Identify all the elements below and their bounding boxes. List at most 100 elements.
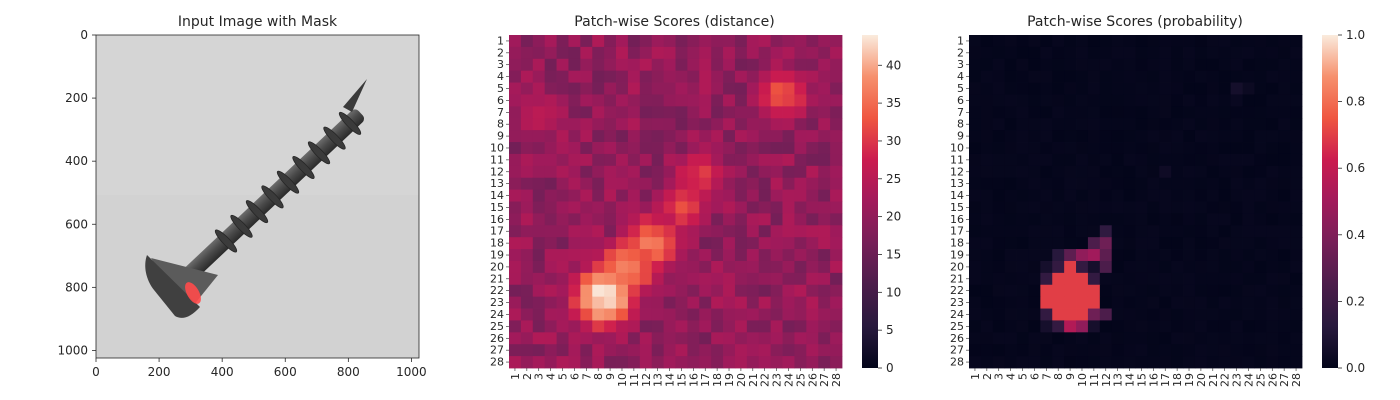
heatmap-cell bbox=[687, 213, 700, 226]
heatmap-cell bbox=[1016, 177, 1029, 191]
heatmap-cell bbox=[592, 260, 605, 274]
heatmap-cell bbox=[592, 118, 605, 131]
heatmap-cell bbox=[1171, 118, 1184, 131]
heatmap-cell bbox=[1076, 177, 1089, 191]
heatmap-cell bbox=[1004, 94, 1017, 107]
heatmap-cell bbox=[580, 177, 593, 191]
x-tick-label: 400 bbox=[211, 365, 234, 379]
heatmap-cell bbox=[1206, 356, 1220, 369]
heatmap-cell bbox=[663, 142, 676, 155]
heatmap-cell bbox=[723, 189, 736, 202]
heatmap-cell bbox=[711, 201, 724, 214]
heatmap-cell bbox=[1004, 284, 1017, 298]
heatmap-cell bbox=[1016, 296, 1029, 309]
x-tick-label: 10 bbox=[616, 373, 629, 387]
heatmap-cell bbox=[1052, 260, 1065, 274]
heatmap-cell bbox=[1242, 237, 1255, 250]
heatmap-cell bbox=[651, 356, 665, 369]
x-tick-label: 6 bbox=[568, 373, 581, 380]
heatmap-cell bbox=[1194, 213, 1208, 226]
heatmap-cell bbox=[627, 82, 641, 95]
heatmap-cell bbox=[1028, 130, 1041, 143]
heatmap-cell bbox=[1111, 35, 1125, 48]
heatmap-cell bbox=[509, 142, 522, 155]
heatmap-cell bbox=[663, 94, 676, 107]
heatmap-cell bbox=[675, 344, 688, 357]
heatmap-cell bbox=[604, 272, 617, 286]
heatmap-cell bbox=[1206, 272, 1220, 286]
heatmap-cell bbox=[1218, 58, 1232, 72]
heatmap-cell bbox=[711, 142, 724, 155]
heatmap-cell bbox=[1111, 320, 1125, 333]
heatmap-cell bbox=[1183, 106, 1196, 119]
y-tick-label: 6 bbox=[957, 94, 964, 107]
heatmap-cell bbox=[1087, 118, 1101, 131]
heatmap-cell bbox=[1099, 237, 1113, 250]
heatmap-cell bbox=[639, 142, 653, 155]
heatmap-cell bbox=[1230, 344, 1243, 357]
heatmap-cell bbox=[758, 82, 772, 95]
heatmap-cell bbox=[1266, 272, 1279, 286]
heatmap-cell bbox=[1183, 332, 1196, 345]
heatmap-cell bbox=[1266, 165, 1279, 179]
heatmap-cell bbox=[806, 332, 819, 345]
heatmap-cell bbox=[1040, 70, 1053, 83]
heatmap-cell bbox=[1147, 249, 1160, 262]
heatmap-cell bbox=[770, 58, 783, 72]
heatmap-cell bbox=[520, 153, 534, 167]
heatmap-cell bbox=[699, 118, 712, 131]
heatmap-cell bbox=[782, 142, 795, 155]
heatmap-cell bbox=[806, 356, 819, 369]
heatmap-cell bbox=[969, 320, 982, 333]
heatmap-cell bbox=[1206, 225, 1220, 238]
heatmap-cell bbox=[592, 35, 605, 48]
heatmap-cell bbox=[806, 260, 819, 274]
heatmap-cell bbox=[992, 35, 1006, 48]
heatmap-cell bbox=[758, 332, 772, 345]
heatmap-cell bbox=[746, 177, 760, 191]
heatmap-cell bbox=[1159, 35, 1172, 48]
heatmap-cell bbox=[1183, 356, 1196, 369]
heatmap-cell bbox=[734, 189, 748, 202]
heatmap-cell bbox=[1135, 284, 1148, 298]
heatmap-cell bbox=[699, 70, 712, 83]
heatmap-cell bbox=[675, 237, 688, 250]
heatmap-cell bbox=[639, 165, 653, 179]
heatmap-cell bbox=[1135, 296, 1148, 309]
heatmap-cell bbox=[604, 130, 617, 143]
heatmap-cell bbox=[699, 82, 712, 95]
heatmap-cell bbox=[592, 165, 605, 179]
x-tick-label: 25 bbox=[1254, 373, 1267, 387]
heatmap-cell bbox=[723, 296, 736, 309]
heatmap-cell bbox=[556, 296, 569, 309]
heatmap-cell bbox=[782, 296, 795, 309]
y-tick-label: 22 bbox=[950, 284, 964, 297]
heatmap-cell bbox=[992, 272, 1006, 286]
heatmap-cell bbox=[1183, 46, 1196, 60]
heatmap-cell bbox=[1064, 94, 1077, 107]
heatmap-cell bbox=[1147, 165, 1160, 179]
heatmap-cell bbox=[992, 46, 1006, 60]
heatmap-cell bbox=[604, 320, 617, 333]
heatmap-cell bbox=[830, 58, 843, 72]
heatmap-cell bbox=[1218, 46, 1232, 60]
heatmap-cell bbox=[580, 94, 593, 107]
heatmap-cell bbox=[1171, 284, 1184, 298]
heatmap-cell bbox=[1183, 272, 1196, 286]
heatmap-cell bbox=[1111, 46, 1125, 60]
x-tick-label: 27 bbox=[818, 373, 831, 387]
heatmap-cell bbox=[1290, 94, 1303, 107]
heatmap-cell bbox=[1111, 118, 1125, 131]
heatmap-cell bbox=[1028, 308, 1041, 321]
heatmap-cell bbox=[1266, 296, 1279, 309]
heatmap-cell bbox=[604, 284, 617, 298]
heatmap-cell bbox=[1052, 94, 1065, 107]
heatmap-cell bbox=[818, 356, 831, 369]
colorbar-tick-label: 0.2 bbox=[1346, 294, 1365, 308]
heatmap-cell bbox=[1135, 153, 1148, 167]
heatmap-cell bbox=[1016, 46, 1029, 60]
heatmap-cell bbox=[758, 153, 772, 167]
heatmap-cell bbox=[520, 142, 534, 155]
heatmap-cell bbox=[1147, 46, 1160, 60]
heatmap-cell bbox=[532, 225, 546, 238]
